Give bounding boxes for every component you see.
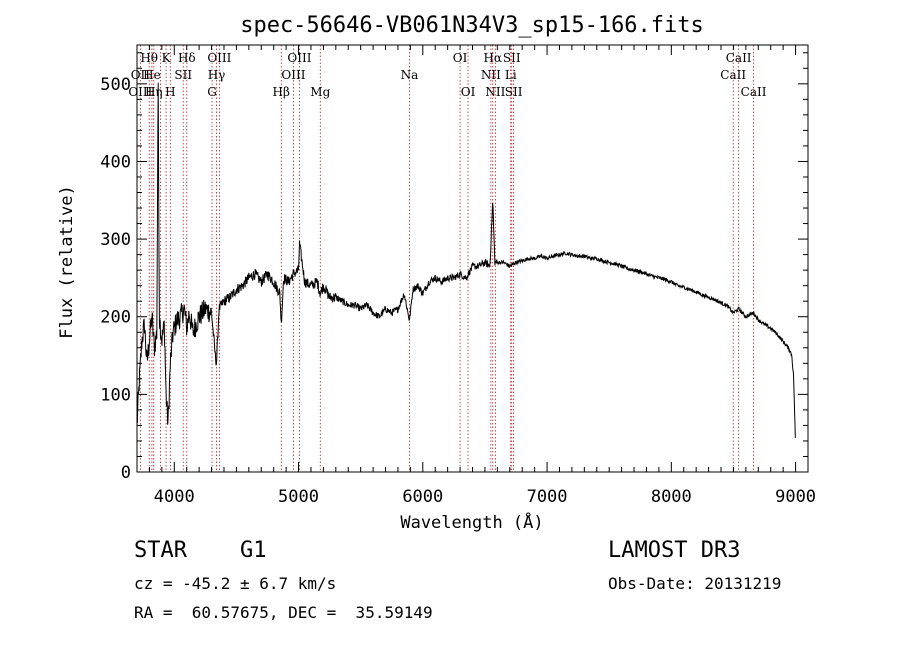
line-label: OIII xyxy=(287,51,311,65)
line-label: Na xyxy=(401,68,419,82)
y-tick-label: 300 xyxy=(100,230,131,250)
line-label: Hβ xyxy=(273,85,290,99)
object-class: STAR G1 xyxy=(134,538,267,563)
x-tick-label: 5000 xyxy=(278,487,319,507)
line-label: K xyxy=(162,51,172,65)
line-label: Hα xyxy=(483,51,502,65)
y-tick-label: 500 xyxy=(100,75,131,95)
y-axis-ticks: 0 100 200 300 400 500 xyxy=(100,52,808,483)
line-label: CaII xyxy=(720,68,746,82)
line-label: NII xyxy=(481,68,501,82)
line-label: OIII xyxy=(207,51,231,65)
x-tick-label: 8000 xyxy=(651,487,692,507)
x-axis-label: Wavelength (Å) xyxy=(400,511,543,533)
x-tick-label: 6000 xyxy=(402,487,443,507)
line-label: SII xyxy=(505,85,523,99)
y-tick-label: 200 xyxy=(100,308,131,328)
line-label: G xyxy=(207,85,217,99)
line-label: He xyxy=(143,68,161,82)
x-tick-label: 4000 xyxy=(154,487,195,507)
y-tick-label: 100 xyxy=(100,385,131,405)
chart-title: spec-56646-VB061N34V3_sp15-166.fits xyxy=(240,13,704,38)
observation-date: Obs-Date: 20131219 xyxy=(608,574,782,593)
line-label: Li xyxy=(505,68,517,82)
line-label: SII xyxy=(503,51,521,65)
line-label: Mg xyxy=(310,85,330,99)
redshift-velocity: cz = -45.2 ± 6.7 km/s xyxy=(134,574,337,593)
y-axis-label: Flux (relative) xyxy=(57,185,77,339)
line-label: SII xyxy=(174,68,192,82)
line-label: CaII xyxy=(741,85,767,99)
line-label: H xyxy=(165,85,175,99)
plot-frame xyxy=(136,44,809,473)
line-label: CaII xyxy=(726,51,752,65)
survey-name: LAMOST DR3 xyxy=(608,538,741,563)
x-tick-label: 9000 xyxy=(775,487,816,507)
line-label: NII xyxy=(485,85,505,99)
y-tick-label: 400 xyxy=(100,152,131,172)
line-label: Hη xyxy=(145,85,163,99)
line-label: OII xyxy=(131,68,151,82)
line-label: OIII xyxy=(128,85,152,99)
x-tick-label: 7000 xyxy=(527,487,568,507)
x-axis-ticks: 4000 5000 6000 7000 8000 9000 xyxy=(136,45,816,507)
line-label: Hθ xyxy=(140,51,158,65)
line-label: Hδ xyxy=(178,51,196,65)
y-tick-label: 0 xyxy=(121,463,131,483)
line-label: Hγ xyxy=(208,68,226,82)
line-label: OI xyxy=(461,85,476,99)
line-label: OIII xyxy=(281,68,305,82)
series-flux xyxy=(136,82,796,439)
emission-line-markers xyxy=(139,45,754,472)
coordinates: RA = 60.57675, DEC = 35.59149 xyxy=(134,603,433,622)
line-label: OI xyxy=(453,51,468,65)
